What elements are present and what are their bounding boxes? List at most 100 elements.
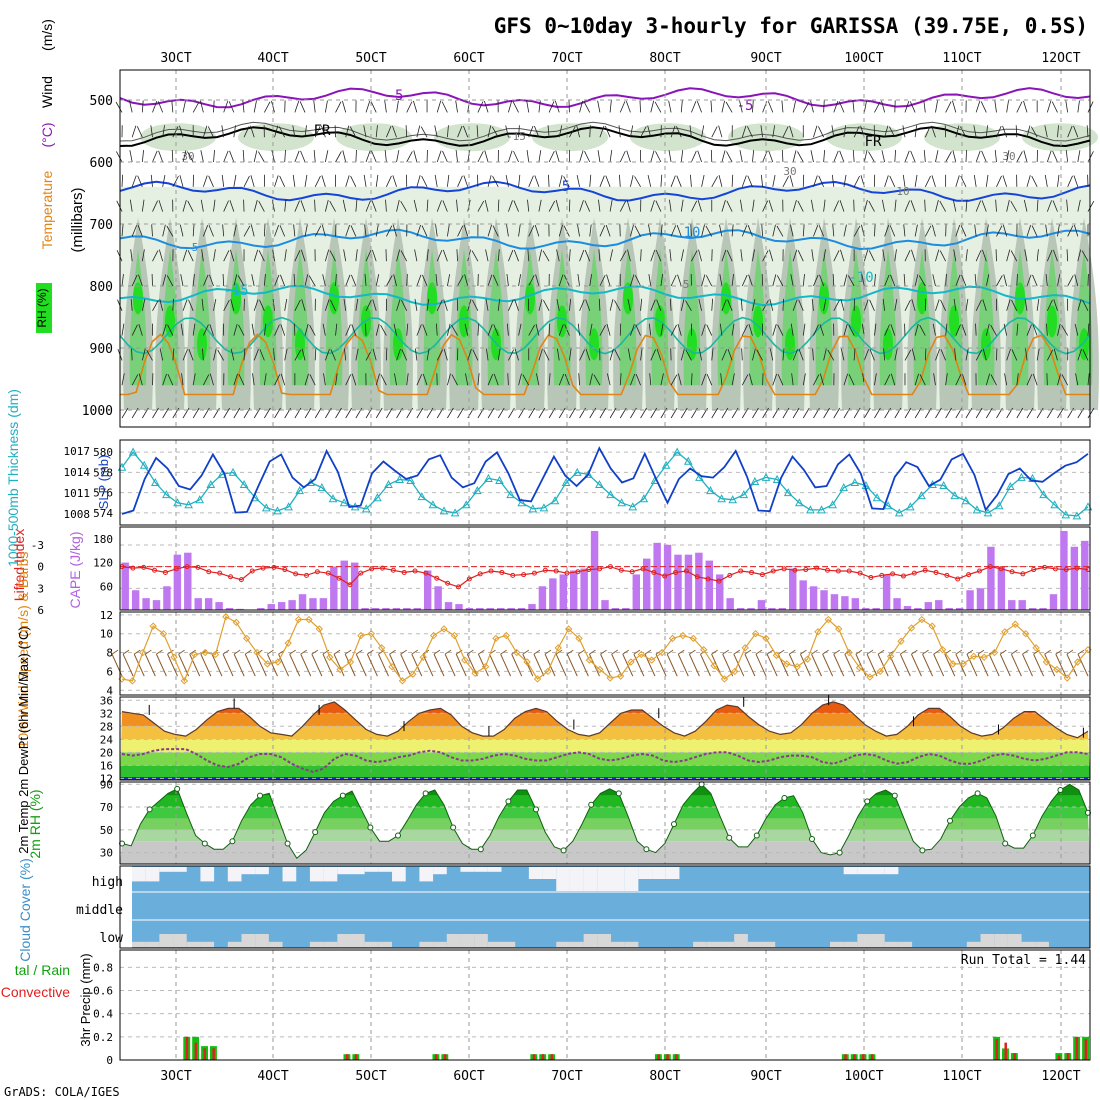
wind-barb [863, 349, 869, 361]
wind-barb [322, 323, 326, 336]
wind-barb [985, 174, 989, 187]
cape-bar [382, 608, 390, 610]
wind-barb [131, 348, 133, 361]
cape-bar [580, 568, 588, 610]
wind-barb [188, 349, 194, 361]
wind-barb [342, 150, 347, 163]
wind-barb [208, 175, 214, 187]
wind-barb [472, 349, 479, 361]
wind-barb [477, 373, 480, 386]
wind-barb [345, 125, 350, 138]
thickness-point [872, 493, 882, 502]
wind-barb [1006, 100, 1009, 113]
thickness-point [772, 474, 782, 483]
thickness-tick-label: 580 [93, 446, 113, 459]
wind-speed-point [388, 662, 396, 671]
wind-barb [639, 100, 641, 113]
cloud-low-bar [761, 941, 776, 947]
thickness-point [894, 508, 904, 517]
temp-tick-label: 12 [100, 772, 113, 785]
rh-point [174, 785, 181, 792]
wind-barb [848, 374, 855, 386]
rh-point [781, 794, 788, 801]
rh-plume-green [129, 248, 147, 386]
wind-barb [300, 249, 306, 262]
wind-barb [731, 274, 734, 287]
precip-convective-bar [870, 1054, 874, 1060]
cloud-low-bar [350, 934, 365, 947]
contour-label: -5 [737, 98, 754, 114]
thickness-point [584, 469, 593, 478]
wind-tick-label: 8 [106, 647, 113, 660]
wind-barb [558, 175, 563, 187]
li-point [618, 567, 624, 573]
cloud-low-bar [268, 941, 283, 947]
wind-barb [769, 299, 774, 311]
surface-wind-barb [344, 649, 352, 655]
pressure-tick-label: 500 [90, 94, 113, 109]
li-point [217, 570, 223, 576]
wind-barb [330, 299, 336, 311]
wind-barb [945, 323, 948, 336]
surface-wind-barb [133, 653, 145, 677]
cloud-low-bar [857, 934, 872, 947]
li-point [792, 567, 798, 573]
wind-barb [939, 250, 946, 262]
wind-barb [990, 324, 997, 336]
thickness-point [150, 477, 160, 486]
wind-barb [1003, 323, 1008, 336]
wind-barb [827, 349, 835, 361]
wind-barb [584, 200, 591, 212]
wind-barb [556, 249, 560, 262]
surface-wind-barb [433, 653, 445, 677]
wind-barb [335, 323, 338, 336]
wind-barb [274, 407, 281, 419]
wind-barb [833, 250, 840, 262]
wind-barb [585, 348, 591, 361]
surface-wind-barb [866, 649, 874, 655]
cape-bar [392, 608, 401, 610]
wind-barb [569, 348, 572, 361]
thickness-point [1005, 481, 1015, 491]
date-label-bottom: 5OCT [355, 1069, 386, 1084]
wind-barb [274, 125, 279, 138]
rh-point [1057, 786, 1064, 793]
wind-barb [497, 348, 501, 361]
cape-bar [309, 598, 317, 610]
wind-barb [233, 323, 238, 336]
surface-wind-barb [1011, 649, 1018, 655]
wind-barb [910, 200, 916, 212]
wind-barb [162, 125, 165, 138]
wind-barb [741, 348, 743, 361]
thickness-point [295, 486, 304, 495]
cloud-high-bar [145, 867, 160, 882]
wind-barb [483, 100, 489, 113]
wind-barb [1002, 224, 1008, 237]
rh-point [533, 806, 539, 813]
wind-barb [904, 250, 911, 262]
wind-barb [902, 174, 906, 187]
rh-point [284, 840, 291, 847]
wind-barb [599, 324, 606, 336]
thickness-point [461, 500, 471, 509]
wind-barb [309, 374, 316, 386]
cloud-level-label: high [92, 875, 123, 890]
cape-bar [1039, 608, 1047, 610]
wind-barb [769, 348, 774, 361]
wind-barb [442, 249, 448, 262]
thickness-point [306, 477, 316, 486]
wind-barb [274, 274, 280, 287]
wind-barb [321, 175, 326, 187]
surface-wind-barb [1033, 653, 1045, 677]
date-label-top: 10OCT [844, 51, 883, 66]
surface-wind-barb [877, 649, 885, 655]
li-point [336, 575, 342, 581]
cape-bar [486, 608, 494, 610]
thickness-point [717, 494, 726, 503]
surface-wind-barb [955, 653, 967, 677]
wind-barb [890, 373, 896, 386]
wind-barb [811, 298, 814, 311]
wind-barb [802, 224, 805, 237]
li-point [325, 570, 331, 576]
wind-barb [668, 150, 672, 163]
